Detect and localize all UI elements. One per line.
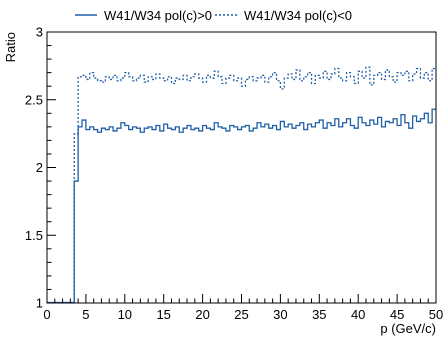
x-tick-label: 35	[312, 307, 326, 322]
x-axis-title: p (GeV/c)	[380, 321, 436, 336]
y-tick-label: 3	[36, 25, 43, 40]
axes-frame	[46, 31, 437, 304]
series-layer	[47, 66, 436, 304]
tick-labels: 0 5 10 15 20 25 30 35 40 45 50 1 1.5 2 2.5 3 p (GeV/c) Ra…	[3, 25, 443, 337]
x-tick-label: 15	[156, 307, 170, 322]
x-tick-label: 30	[273, 307, 287, 322]
x-tick-label: 0	[43, 307, 50, 322]
y-tick-label: 1.5	[25, 228, 43, 243]
y-tick-label: 2	[36, 160, 43, 175]
x-tick-label: 10	[118, 307, 132, 322]
x-tick-label: 45	[390, 307, 404, 322]
legend-label-positive: W41/W34 pol(c)>0	[104, 8, 212, 23]
x-tick-label: 40	[351, 307, 365, 322]
legend-label-negative: W41/W34 pol(c)<0	[244, 8, 352, 23]
y-tick-label: 2.5	[25, 92, 43, 107]
series-pol-positive-line	[73, 108, 436, 303]
y-tick-label: 1	[36, 296, 43, 311]
legend: W41/W34 pol(c)>0 W41/W34 pol(c)<0	[75, 8, 352, 23]
plot-frame	[46, 31, 437, 304]
axis-ticks	[46, 31, 437, 304]
x-tick-label: 5	[82, 307, 89, 322]
x-tick-label: 25	[234, 307, 248, 322]
x-tick-label: 50	[429, 307, 443, 322]
series-pol-negative-line	[73, 66, 436, 303]
y-axis-title: Ratio	[3, 32, 18, 62]
x-tick-label: 20	[195, 307, 209, 322]
